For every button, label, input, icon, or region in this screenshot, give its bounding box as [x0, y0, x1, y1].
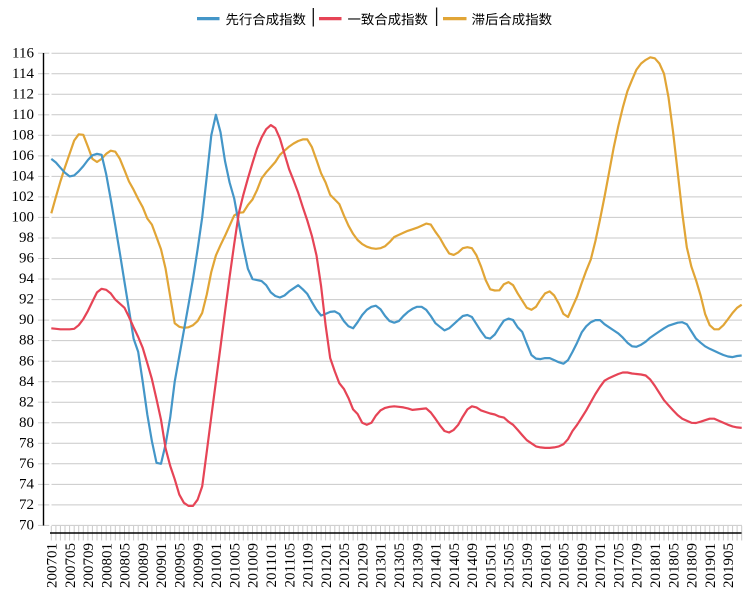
svg-text:201209: 201209: [355, 543, 371, 588]
svg-text:201009: 201009: [246, 543, 262, 588]
svg-text:102: 102: [12, 189, 35, 205]
svg-text:201701: 201701: [593, 543, 609, 588]
svg-text:72: 72: [19, 497, 34, 513]
svg-text:78: 78: [19, 435, 34, 451]
svg-text:201705: 201705: [612, 543, 628, 588]
svg-text:90: 90: [19, 312, 34, 328]
svg-text:201501: 201501: [483, 543, 499, 588]
svg-text:92: 92: [19, 292, 34, 308]
svg-text:200801: 200801: [99, 543, 115, 588]
svg-text:201201: 201201: [319, 543, 335, 588]
svg-text:201605: 201605: [557, 543, 573, 588]
svg-text:201709: 201709: [630, 543, 646, 588]
svg-text:200909: 200909: [191, 543, 207, 588]
svg-text:96: 96: [19, 251, 35, 267]
svg-text:201401: 201401: [429, 543, 445, 588]
svg-text:200705: 200705: [63, 543, 79, 588]
svg-text:201205: 201205: [337, 543, 353, 588]
svg-text:201609: 201609: [575, 543, 591, 588]
svg-text:200901: 200901: [154, 543, 170, 588]
svg-text:200701: 200701: [45, 543, 61, 588]
svg-text:201301: 201301: [374, 543, 390, 588]
svg-text:88: 88: [19, 333, 34, 349]
svg-text:106: 106: [12, 148, 35, 164]
svg-text:201801: 201801: [648, 543, 664, 588]
svg-text:114: 114: [12, 66, 34, 82]
svg-text:201905: 201905: [721, 543, 737, 588]
svg-text:201409: 201409: [465, 543, 481, 588]
svg-text:201805: 201805: [666, 543, 682, 588]
svg-text:200809: 200809: [136, 543, 152, 588]
svg-text:94: 94: [19, 271, 35, 287]
svg-text:76: 76: [19, 456, 35, 472]
svg-text:201601: 201601: [538, 543, 554, 588]
svg-text:201001: 201001: [209, 543, 225, 588]
svg-text:70: 70: [19, 518, 34, 534]
svg-text:100: 100: [12, 210, 35, 226]
svg-text:80: 80: [19, 415, 34, 431]
svg-text:112: 112: [12, 86, 34, 102]
svg-text:108: 108: [12, 127, 35, 143]
svg-text:84: 84: [19, 374, 35, 390]
svg-text:201809: 201809: [685, 543, 701, 588]
svg-text:74: 74: [19, 477, 35, 493]
svg-text:116: 116: [12, 45, 34, 61]
svg-text:201005: 201005: [227, 543, 243, 588]
svg-text:201109: 201109: [301, 543, 317, 587]
svg-text:201901: 201901: [703, 543, 719, 588]
svg-text:200709: 200709: [81, 543, 97, 588]
svg-text:200905: 200905: [173, 543, 189, 588]
svg-text:201509: 201509: [520, 543, 536, 588]
svg-text:82: 82: [19, 394, 34, 410]
svg-text:86: 86: [19, 353, 35, 369]
svg-text:104: 104: [12, 169, 35, 185]
svg-text:201405: 201405: [447, 543, 463, 588]
svg-text:201101: 201101: [264, 543, 280, 587]
svg-text:110: 110: [12, 107, 34, 123]
svg-text:200805: 200805: [118, 543, 134, 588]
svg-text:201105: 201105: [282, 543, 298, 587]
svg-text:201505: 201505: [502, 543, 518, 588]
svg-text:201309: 201309: [410, 543, 426, 588]
svg-text:201305: 201305: [392, 543, 408, 588]
svg-text:98: 98: [19, 230, 34, 246]
